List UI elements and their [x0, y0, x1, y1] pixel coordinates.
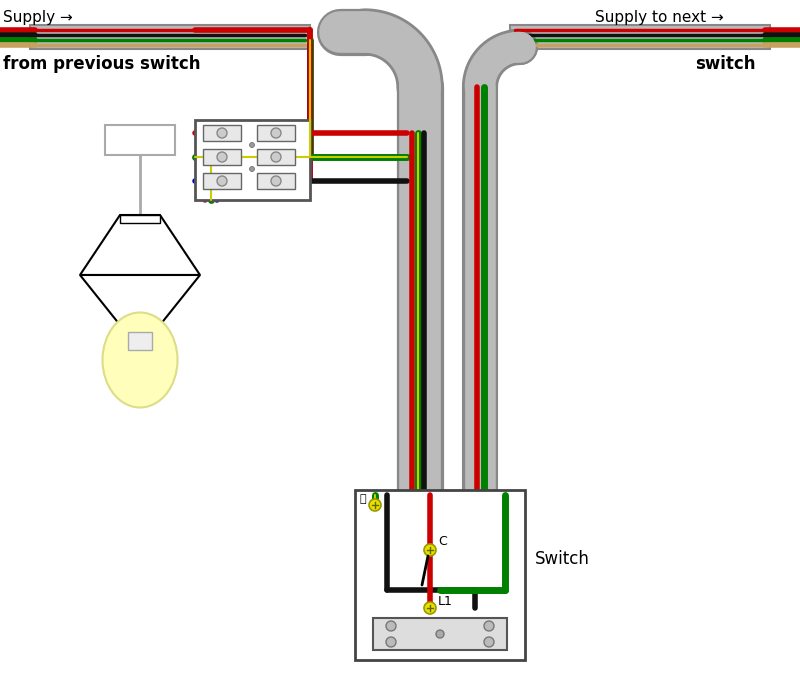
Bar — [105, 125, 175, 155]
Text: C: C — [438, 535, 446, 548]
Text: Supply →: Supply → — [3, 10, 73, 25]
Circle shape — [271, 176, 281, 186]
Text: from previous switch: from previous switch — [3, 55, 201, 73]
Ellipse shape — [102, 312, 178, 407]
Circle shape — [271, 152, 281, 162]
Bar — [355, 490, 525, 660]
Circle shape — [484, 637, 494, 647]
Circle shape — [250, 142, 254, 148]
Circle shape — [424, 544, 436, 556]
Bar — [203, 149, 241, 165]
Bar — [257, 125, 295, 141]
Bar — [128, 332, 152, 350]
Bar — [203, 173, 241, 189]
Bar — [510, 25, 770, 49]
Bar — [257, 173, 295, 189]
Bar — [30, 25, 310, 49]
Circle shape — [271, 128, 281, 138]
Text: ⏚: ⏚ — [360, 494, 366, 504]
Circle shape — [436, 630, 444, 638]
Text: L1: L1 — [438, 595, 453, 608]
Polygon shape — [80, 215, 200, 275]
Circle shape — [250, 167, 254, 171]
Circle shape — [386, 621, 396, 631]
Circle shape — [217, 176, 227, 186]
Circle shape — [217, 128, 227, 138]
Bar — [373, 618, 507, 650]
Circle shape — [424, 602, 436, 614]
Polygon shape — [80, 275, 200, 325]
Bar — [257, 149, 295, 165]
Circle shape — [484, 621, 494, 631]
Text: Switch: Switch — [535, 550, 590, 568]
Circle shape — [386, 637, 396, 647]
Bar — [203, 125, 241, 141]
Bar — [120, 215, 160, 223]
Text: switch: switch — [695, 55, 755, 73]
Bar — [195, 120, 310, 200]
Circle shape — [369, 499, 381, 511]
Text: Supply to next →: Supply to next → — [595, 10, 724, 25]
Circle shape — [217, 152, 227, 162]
